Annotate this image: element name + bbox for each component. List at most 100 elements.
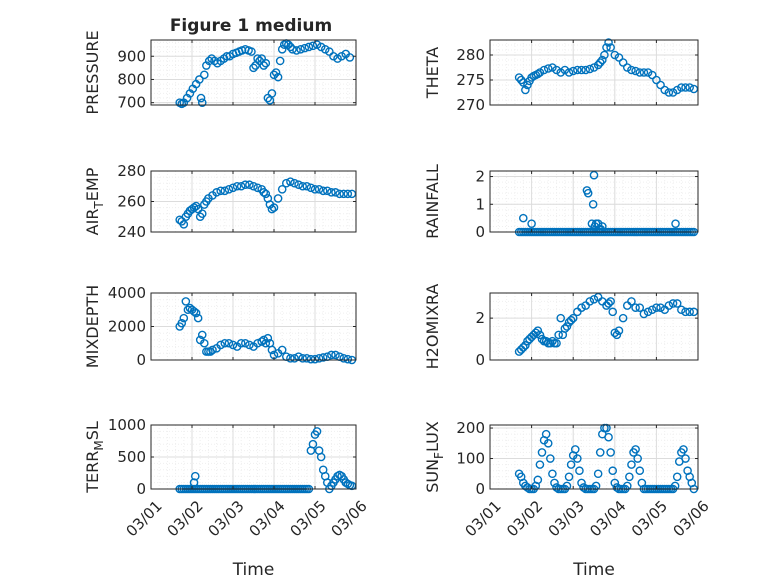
- data-point: [197, 330, 207, 340]
- y-tick-label: 0: [136, 480, 146, 498]
- data-point: [190, 471, 200, 481]
- y-axis-label: TERRMSL: [83, 421, 106, 494]
- data-point: [259, 188, 269, 197]
- data-point: [197, 209, 207, 218]
- y-tick-label: 1: [475, 195, 485, 213]
- x-axis-label: Time: [572, 560, 615, 580]
- y-tick-label: 700: [117, 94, 146, 112]
- data-point: [521, 85, 530, 95]
- y-tick-label: 280: [117, 162, 146, 180]
- data-point: [224, 338, 234, 348]
- data-point: [277, 345, 287, 355]
- data-point: [541, 429, 551, 439]
- data-point: [598, 222, 607, 231]
- data-point: [521, 341, 530, 350]
- data-point: [570, 445, 580, 454]
- data-point: [292, 46, 301, 55]
- data-point: [589, 170, 599, 180]
- data-point: [622, 481, 632, 491]
- y-tick-label: 900: [117, 47, 146, 65]
- y-axis-label-part: SL: [83, 421, 102, 440]
- data-point: [318, 353, 328, 362]
- data-point: [672, 472, 682, 482]
- data-point: [564, 472, 574, 482]
- data-point: [600, 50, 609, 60]
- data-point: [533, 475, 543, 485]
- data-point: [304, 42, 314, 52]
- data-point: [179, 313, 189, 323]
- y-tick-label: 280: [456, 46, 485, 64]
- data-point: [643, 68, 653, 77]
- data-point: [196, 93, 206, 103]
- data-point: [253, 183, 262, 193]
- data-point: [261, 189, 271, 199]
- data-point: [300, 43, 310, 53]
- data-point: [631, 66, 640, 76]
- data-point: [277, 184, 287, 194]
- y-tick-label: 200: [456, 419, 485, 437]
- y-axis-label: PRESSURE: [83, 30, 102, 114]
- subplot-pressure: 700 800 900 PRESSURE: [83, 30, 357, 115]
- axes-box: [489, 292, 699, 361]
- data-point: [535, 460, 545, 469]
- y-axis-label: MIXDEPTH: [83, 285, 102, 368]
- subplot-h2omixra: 0 2 H2OMIXRA: [423, 284, 699, 370]
- data-point: [679, 445, 688, 454]
- y-axis-label: THETA: [423, 47, 442, 99]
- data-point: [577, 478, 586, 488]
- y-tick-label: 800: [117, 70, 146, 88]
- data-point: [543, 438, 553, 448]
- data-point: [548, 63, 557, 72]
- y-tick-label: 2000: [108, 318, 146, 336]
- data-point: [550, 478, 559, 488]
- data-point: [296, 44, 305, 54]
- data-point: [179, 220, 189, 229]
- data-point: [647, 70, 657, 80]
- data-point: [236, 181, 246, 191]
- data-point: [546, 338, 555, 348]
- y-tick-label: 2: [475, 168, 485, 186]
- data-point: [548, 469, 557, 479]
- data-point: [181, 297, 191, 306]
- data-point: [627, 65, 636, 75]
- data-point: [604, 38, 613, 47]
- data-point: [249, 63, 258, 73]
- y-tick-label: 0: [475, 480, 485, 498]
- data-point: [537, 448, 547, 457]
- data-point: [236, 338, 246, 348]
- data-point: [604, 432, 613, 442]
- data-point: [335, 189, 344, 199]
- data-point: [627, 297, 636, 306]
- data-point: [664, 88, 674, 97]
- y-axis-label: H2OMIXRA: [423, 284, 442, 370]
- data-point: [618, 58, 628, 67]
- data-point: [343, 354, 353, 364]
- y-axis-label-part: AIR: [83, 209, 102, 236]
- y-tick-label: 240: [117, 223, 146, 241]
- data-point: [672, 85, 682, 95]
- y-tick-label: 0: [475, 351, 485, 369]
- data-point: [556, 68, 566, 77]
- data-point: [548, 336, 557, 346]
- data-point: [595, 58, 605, 67]
- data-point: [681, 454, 690, 463]
- data-point: [288, 44, 297, 54]
- data-point: [197, 98, 207, 107]
- data-point: [298, 354, 308, 363]
- y-axis-label-part: TERR: [83, 451, 102, 494]
- data-point: [527, 219, 536, 228]
- data-point: [261, 338, 271, 348]
- data-point: [560, 324, 570, 333]
- y-axis-label-subscript: M: [92, 440, 106, 450]
- data-point: [195, 75, 204, 84]
- data-point: [298, 181, 308, 191]
- data-point: [610, 50, 620, 60]
- data-point: [310, 184, 320, 194]
- data-point: [216, 186, 225, 196]
- y-axis-label: SUNFLUX: [423, 421, 446, 493]
- data-point: [639, 309, 649, 319]
- data-point: [577, 65, 586, 75]
- data-point: [612, 330, 622, 340]
